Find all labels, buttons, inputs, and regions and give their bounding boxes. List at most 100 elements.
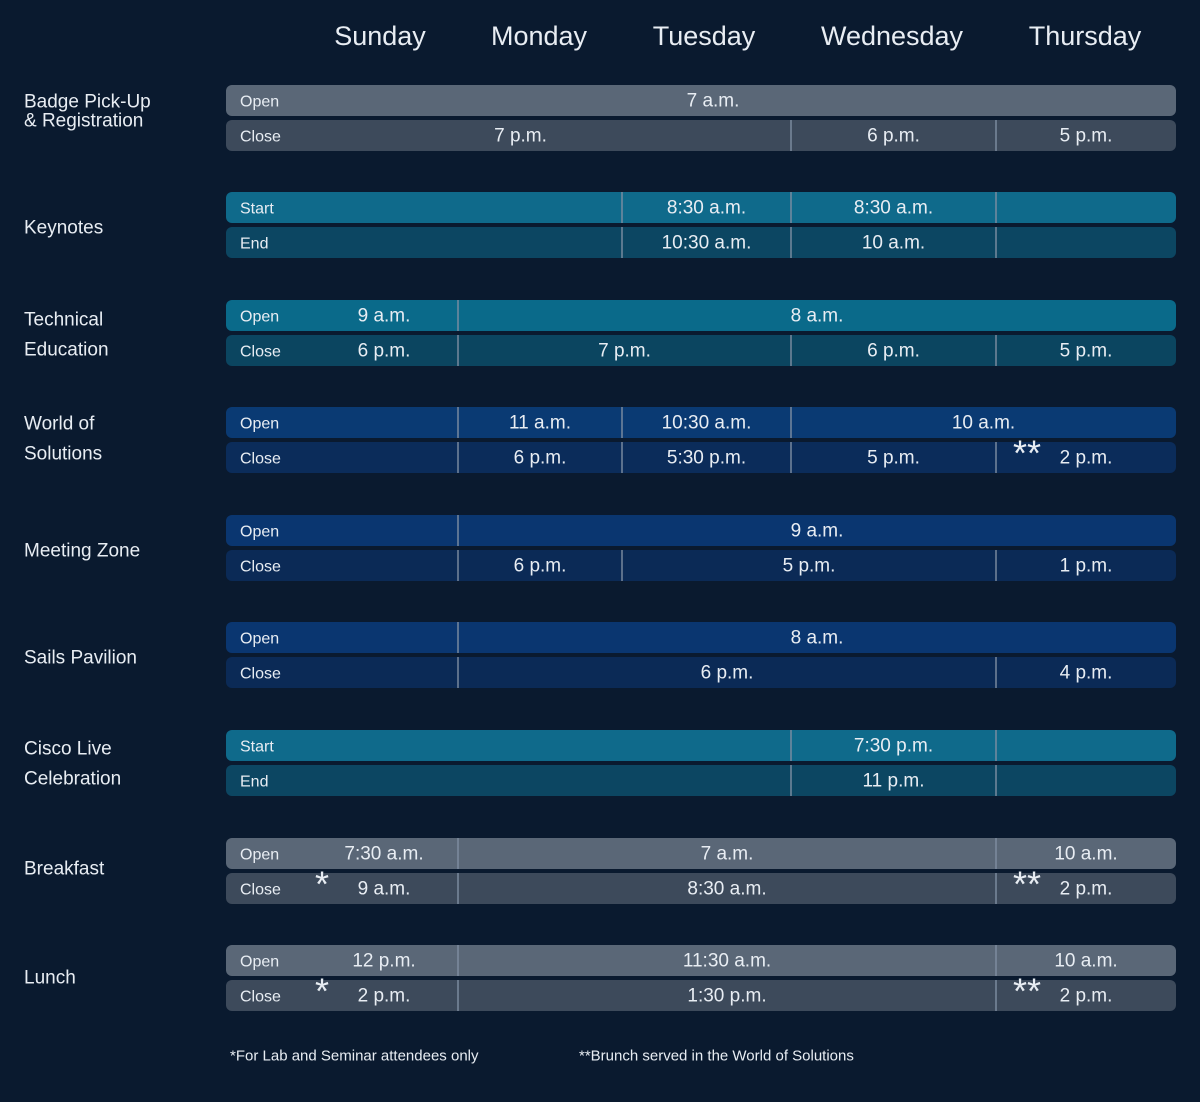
time: 2 p.m. [358, 986, 411, 1007]
row-label: World of [24, 414, 95, 435]
day-header: Sunday [334, 21, 426, 51]
row-label: Technical [24, 310, 103, 331]
row-label: Cisco Live [24, 739, 112, 760]
session-label: Start [240, 201, 274, 218]
day-header: Wednesday [821, 21, 964, 51]
bar [226, 300, 1176, 331]
time: 6 p.m. [701, 663, 754, 684]
session-label: Start [240, 739, 274, 756]
bar [226, 442, 1176, 473]
time: 5 p.m. [783, 556, 836, 577]
session-label: Close [240, 451, 281, 468]
session-label: Open [240, 954, 279, 971]
row-label: Breakfast [24, 859, 105, 880]
time: 6 p.m. [514, 448, 567, 469]
time: 2 p.m. [1060, 879, 1113, 900]
bar [226, 838, 1176, 869]
time: 5 p.m. [1060, 341, 1113, 362]
bar [226, 657, 1176, 688]
time: 1 p.m. [1060, 556, 1113, 577]
time: 9 a.m. [791, 521, 844, 542]
time: 7 p.m. [494, 126, 547, 147]
time: 5 p.m. [1060, 126, 1113, 147]
time: 9 a.m. [358, 879, 411, 900]
time: 1:30 p.m. [687, 986, 766, 1007]
footnote-mark: * [315, 971, 329, 1012]
time: 7 a.m. [701, 844, 754, 865]
time: 10 a.m. [1054, 844, 1117, 865]
bar [226, 85, 1176, 116]
footnote: *For Lab and Seminar attendees only [230, 1048, 479, 1065]
time: 12 p.m. [352, 951, 415, 972]
footnote: **Brunch served in the World of Solution… [579, 1048, 854, 1065]
time: 6 p.m. [514, 556, 567, 577]
time: 10 a.m. [1054, 951, 1117, 972]
time: 6 p.m. [867, 341, 920, 362]
bar [226, 227, 1176, 258]
session-label: Close [240, 559, 281, 576]
time: 11 p.m. [863, 771, 925, 792]
time: 5 p.m. [867, 448, 920, 469]
row-label: Education [24, 340, 109, 361]
time: 5:30 p.m. [667, 448, 746, 469]
time: 8:30 a.m. [667, 198, 746, 219]
session-label: End [240, 236, 268, 253]
bar [226, 980, 1176, 1011]
row-label: Keynotes [24, 218, 103, 239]
bar [226, 873, 1176, 904]
session-label: Close [240, 344, 281, 361]
session-label: Open [240, 524, 279, 541]
time: 7:30 p.m. [854, 736, 933, 757]
bar [226, 945, 1176, 976]
time: 7:30 a.m. [344, 844, 423, 865]
footnote-mark: * [315, 864, 329, 905]
time: 8:30 a.m. [687, 879, 766, 900]
footnote-mark: ** [1013, 433, 1041, 474]
time: 7 a.m. [687, 91, 740, 112]
session-label: Close [240, 666, 281, 683]
time: 11:30 a.m. [683, 951, 771, 972]
row-label: Celebration [24, 769, 121, 790]
time: 7 p.m. [598, 341, 651, 362]
row-label: Badge Pick-Up [24, 92, 151, 113]
session-label: End [240, 774, 268, 791]
bar [226, 765, 1176, 796]
time: 2 p.m. [1060, 986, 1113, 1007]
session-label: Open [240, 94, 279, 111]
session-label: Open [240, 631, 279, 648]
bar [226, 407, 1176, 438]
time: 6 p.m. [867, 126, 920, 147]
bar [226, 335, 1176, 366]
bar [226, 515, 1176, 546]
day-header: Tuesday [653, 21, 756, 51]
session-label: Close [240, 129, 281, 146]
bar [226, 120, 1176, 151]
session-label: Open [240, 309, 279, 326]
time: 10:30 a.m. [662, 413, 752, 434]
session-label: Close [240, 989, 281, 1006]
time: 8:30 a.m. [854, 198, 933, 219]
row-label: & Registration [24, 111, 143, 132]
row-label: Sails Pavilion [24, 648, 137, 669]
bar [226, 730, 1176, 761]
row-label: Solutions [24, 444, 102, 465]
day-header: Thursday [1029, 21, 1142, 51]
time: 10 a.m. [862, 233, 925, 254]
session-label: Close [240, 882, 281, 899]
time: 11 a.m. [509, 413, 571, 434]
session-label: Open [240, 416, 279, 433]
time: 10:30 a.m. [662, 233, 752, 254]
time: 9 a.m. [358, 306, 411, 327]
time: 8 a.m. [791, 628, 844, 649]
session-label: Open [240, 847, 279, 864]
time: 6 p.m. [358, 341, 411, 362]
day-header: Monday [491, 21, 588, 51]
footnote-mark: ** [1013, 971, 1041, 1012]
footnote-mark: ** [1013, 864, 1041, 905]
row-label: Meeting Zone [24, 541, 140, 562]
time: 4 p.m. [1060, 663, 1113, 684]
bar [226, 192, 1176, 223]
time: 2 p.m. [1060, 448, 1113, 469]
bar [226, 550, 1176, 581]
